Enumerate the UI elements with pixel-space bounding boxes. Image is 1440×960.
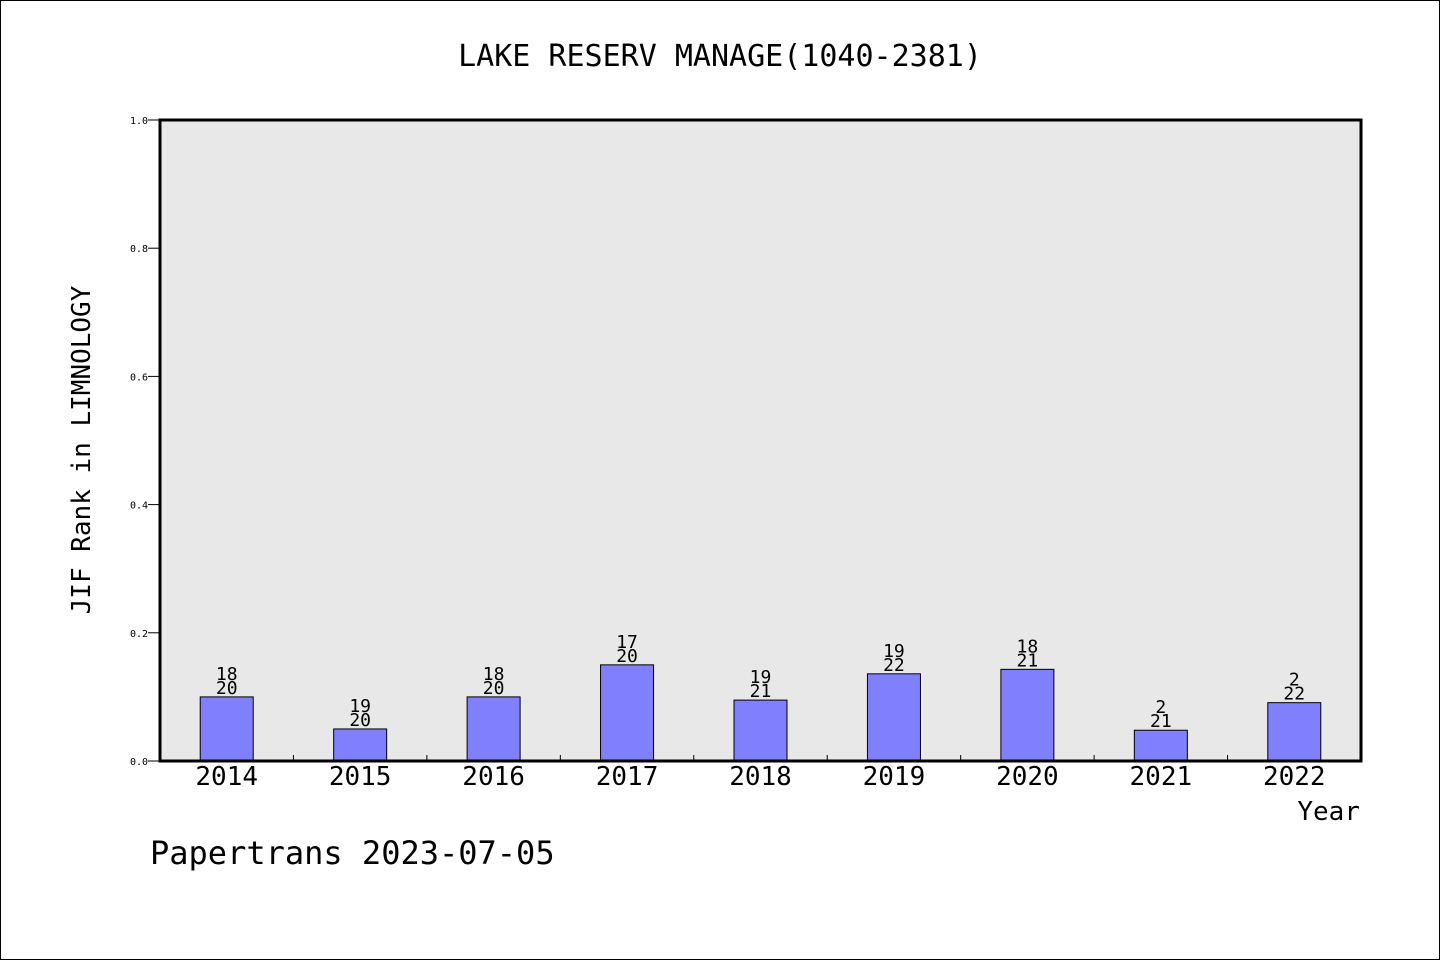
- plot-area: [160, 120, 1361, 761]
- footer-credit: Papertrans 2023-07-05: [150, 834, 555, 872]
- bar-label-rank: 18: [216, 664, 238, 685]
- bar-label-rank: 2: [1289, 670, 1300, 691]
- y-tick-label: 0.0: [130, 757, 148, 768]
- y-tick-label: 1.0: [130, 116, 148, 127]
- x-tick-label: 2018: [729, 762, 792, 792]
- x-axis: 2014 2015 2016 2017 2018 2019 2020 2021 2022: [195, 755, 1326, 792]
- bar-2017: [600, 664, 655, 762]
- chart-title: LAKE RESERV MANAGE(1040-2381): [458, 39, 982, 74]
- bar-2014: [199, 696, 254, 762]
- x-tick-label: 2020: [996, 762, 1059, 792]
- x-tick-label: 2017: [596, 762, 659, 792]
- bar-2019: [866, 673, 921, 762]
- bar-label-total: 21: [750, 681, 772, 702]
- bar-label-total: 22: [883, 655, 905, 676]
- bar-label-rank: 19: [750, 667, 772, 688]
- y-tick-label: 0.2: [130, 629, 148, 640]
- plot-border: [158, 118, 1363, 763]
- y-tick-label: 0.8: [130, 244, 148, 255]
- x-tick-label: 2022: [1263, 762, 1326, 792]
- y-axis: 0.0 0.2 0.4 0.6 0.8 1.0: [130, 116, 160, 768]
- y-axis-label: JIF Rank in LIMNOLOGY: [67, 285, 97, 614]
- y-tick-label: 0.4: [130, 501, 148, 512]
- bar-label-total: 20: [616, 646, 638, 667]
- bar-2016: [466, 696, 521, 762]
- bar-2015: [333, 728, 388, 762]
- bar-label-total: 21: [1017, 650, 1039, 671]
- x-tick-label: 2021: [1130, 762, 1193, 792]
- bar-label-rank: 17: [616, 632, 638, 653]
- bar-label-total: 20: [483, 678, 505, 699]
- bar-label-rank: 18: [483, 664, 505, 685]
- x-tick-label: 2016: [462, 762, 525, 792]
- x-tick-label: 2015: [329, 762, 392, 792]
- bar-label-total: 20: [349, 710, 371, 731]
- bar-label-rank: 19: [883, 641, 905, 662]
- bar-label-rank: 2: [1155, 697, 1166, 718]
- x-axis-label: Year: [1297, 797, 1360, 827]
- bar-2018: [733, 699, 788, 762]
- bar-2021: [1133, 729, 1188, 762]
- x-tick-label: 2014: [195, 762, 258, 792]
- bar-label-total: 20: [216, 678, 238, 699]
- bar-label-rank: 18: [1017, 636, 1039, 657]
- bar-label-rank: 19: [349, 696, 371, 717]
- bar-2022: [1267, 702, 1322, 762]
- bars-group: [199, 664, 1322, 762]
- y-tick-label: 0.6: [130, 372, 148, 383]
- bar-label-total: 21: [1150, 711, 1172, 732]
- bar-2020: [1000, 668, 1055, 762]
- bar-label-total: 22: [1283, 684, 1305, 705]
- x-tick-label: 2019: [863, 762, 926, 792]
